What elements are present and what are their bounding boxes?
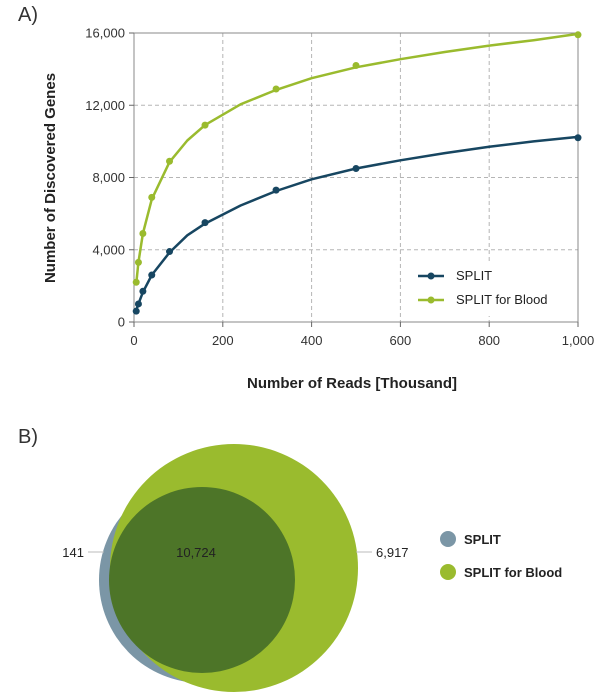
data-point-split	[148, 271, 156, 279]
data-point-split-for-blood	[201, 121, 209, 129]
x-tick-label: 0	[130, 333, 137, 348]
x-ticks: 0 200 400 600 800 1,000	[130, 322, 594, 348]
y-ticks: 0 4,000 8,000 12,000 16,000	[85, 26, 134, 330]
data-point-split-for-blood	[134, 258, 142, 266]
legend-box	[410, 262, 574, 316]
x-axis-title: Number of Reads [Thousand]	[247, 375, 457, 392]
venn-split-for-blood-only-count: 6,917	[376, 545, 409, 560]
y-tick-label: 8,000	[92, 170, 125, 185]
legend-marker-split-for-blood	[427, 296, 435, 304]
x-tick-label: 400	[301, 333, 323, 348]
venn-legend-swatch-split	[440, 531, 456, 547]
x-tick-label: 800	[478, 333, 500, 348]
legend-marker-split	[427, 272, 435, 280]
data-point-split-for-blood	[352, 62, 360, 70]
x-tick-label: 1,000	[562, 333, 595, 348]
series-line-split-for-blood	[134, 32, 579, 285]
data-point-split	[201, 219, 209, 227]
venn-legend-label-split-for-blood: SPLIT for Blood	[464, 565, 562, 580]
data-point-split-for-blood	[148, 193, 156, 201]
y-tick-label: 0	[118, 315, 125, 330]
x-tick-label: 200	[212, 333, 234, 348]
data-point-split	[134, 300, 142, 308]
y-tick-label: 4,000	[92, 242, 125, 257]
legend-label-split-for-blood: SPLIT for Blood	[456, 292, 548, 307]
data-point-split	[132, 307, 140, 315]
data-point-split	[352, 164, 360, 172]
data-point-split-for-blood	[574, 31, 582, 39]
venn-split-only-count: 141	[62, 545, 84, 560]
series	[132, 31, 582, 315]
data-point-split	[139, 287, 147, 295]
venn-intersection-count: 10,724	[176, 545, 216, 560]
line-chart: 0 4,000 8,000 12,000 16,000 0 200 400 600 800 1,0…	[42, 26, 594, 393]
series-line-split	[135, 135, 579, 311]
venn-legend-swatch-split-for-blood	[440, 564, 456, 580]
venn-circle-intersection	[109, 487, 295, 673]
venn-legend-label-split: SPLIT	[464, 532, 501, 547]
legend-label-split: SPLIT	[456, 268, 492, 283]
data-point-split-for-blood	[132, 278, 140, 286]
y-axis-title: Number of Discovered Genes	[42, 73, 59, 283]
y-tick-label: 12,000	[85, 98, 125, 113]
data-point-split	[166, 248, 174, 256]
chart-legend: SPLIT SPLIT for Blood	[410, 262, 574, 316]
venn-diagram: 141 10,724 6,917 SPLIT SPLIT for Blood	[62, 444, 562, 692]
y-tick-label: 16,000	[85, 26, 125, 41]
x-tick-label: 600	[390, 333, 412, 348]
panel-label-a: A)	[18, 4, 38, 26]
panel-label-b: B)	[18, 426, 38, 448]
data-point-split-for-blood	[166, 157, 174, 165]
data-point-split	[272, 186, 280, 194]
data-point-split-for-blood	[272, 85, 280, 93]
data-point-split	[574, 134, 582, 142]
data-point-split-for-blood	[139, 229, 147, 237]
